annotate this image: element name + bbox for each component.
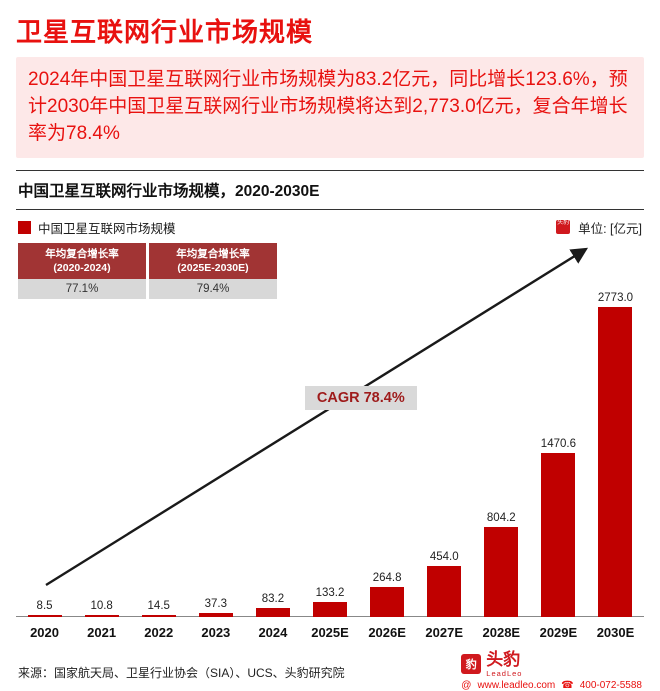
cagr-annotation: CAGR 78.4% (304, 386, 417, 411)
bar-value-label: 8.5 (36, 599, 53, 612)
x-tick-label: 2020 (30, 625, 59, 641)
cagr-value: 79.4% (149, 279, 277, 300)
legend-row: 中国卫星互联网市场规模 头豹 单位: [亿元] (18, 218, 642, 237)
cagr-table-2020-2024: 年均复合增长率 (2020-2024) 77.1% (18, 242, 146, 300)
bar-group: 1470.6 (530, 438, 587, 617)
bar-group: 804.2 (473, 512, 530, 617)
bar-value-label: 133.2 (315, 586, 345, 599)
x-tick-label: 2022 (144, 625, 174, 641)
bar-group: 14.5 (130, 600, 187, 617)
bar-group: 10.8 (73, 600, 130, 617)
bar-group: 83.2 (244, 593, 301, 617)
cagr-label: 年均复合增长率 (176, 247, 250, 260)
bar (84, 614, 119, 617)
bar-group: 133.2 (301, 587, 358, 617)
bar-group: 264.8 (359, 572, 416, 617)
x-tick-label: 2028E (482, 625, 521, 641)
cagr-tables: 年均复合增长率 (2020-2024) 77.1% 年均复合增长率 (2025E… (18, 242, 277, 300)
x-tick-label: 2025E (311, 625, 349, 641)
bar-group: 2773.0 (587, 292, 644, 617)
x-tick-label: 2029E (539, 625, 578, 641)
bar (598, 306, 633, 617)
bar-value-label: 10.8 (90, 599, 113, 612)
cagr-period: (2025E-2030E) (177, 262, 249, 275)
legend-label: 中国卫星互联网市场规模 (38, 221, 176, 236)
bar-value-label: 1470.6 (540, 437, 576, 450)
unit-block: 头豹 单位: [亿元] (556, 218, 642, 237)
cagr-table-2025-2030: 年均复合增长率 (2025E-2030E) 79.4% (149, 242, 277, 300)
bar-value-label: 804.2 (486, 511, 516, 524)
x-tick-label: 2021 (87, 625, 117, 641)
cagr-table-header: 年均复合增长率 (2020-2024) (18, 242, 146, 280)
bar-value-label: 454.0 (429, 550, 459, 563)
bar-group: 454.0 (416, 551, 473, 617)
bar (427, 565, 462, 617)
x-tick-label: 2023 (201, 625, 231, 641)
bar (313, 601, 348, 617)
bar-value-label: 14.5 (147, 599, 170, 612)
leadleo-logo-icon: 豹 (461, 654, 482, 675)
x-tick-label: 2030E (596, 625, 635, 641)
bar (198, 612, 233, 617)
summary-highlight: 2024年中国卫星互联网行业市场规模为83.2亿元，同比增长123.6%，预计2… (16, 57, 644, 158)
cagr-label: 年均复合增长率 (45, 247, 119, 260)
source-note: 来源：国家航天局、卫星行业协会（SIA）、UCS、头豹研究院 (18, 665, 345, 680)
chart-title: 中国卫星互联网行业市场规模，2020-2030E (16, 169, 644, 210)
brand-name: 头豹 (486, 649, 521, 669)
cagr-value: 77.1% (18, 279, 146, 300)
bar (484, 526, 519, 617)
footer: 来源：国家航天局、卫星行业协会（SIA）、UCS、头豹研究院 豹 头豹 Lead… (16, 651, 644, 691)
leadleo-seal-icon: 头豹 (556, 220, 571, 235)
bar (27, 614, 62, 617)
chart-plot-area: 年均复合增长率 (2020-2024) 77.1% 年均复合增长率 (2025E… (16, 241, 644, 645)
bar-value-label: 2773.0 (597, 291, 634, 304)
bar (541, 452, 576, 617)
x-axis-labels: 2020 2021 2022 2023 2024 2025E 2026E 2027E 2028E… (16, 621, 644, 645)
bar-value-label: 37.3 (204, 597, 228, 610)
cagr-period: (2020-2024) (53, 262, 111, 275)
bar-group: 8.5 (16, 600, 73, 617)
bar (370, 586, 405, 617)
page-title: 卫星互联网行业市场规模 (16, 17, 314, 47)
x-tick-label: 2027E (425, 625, 463, 641)
legend-swatch-icon (18, 220, 31, 234)
brand-block: 豹 头豹 LeadLeo @ www.leadleo.com ☎ 400-072… (461, 651, 642, 691)
bar (141, 614, 176, 617)
brand-subtitle: LeadLeo (486, 668, 523, 678)
bar-group: 37.3 (187, 598, 244, 617)
bar (255, 607, 290, 617)
bar-value-label: 83.2 (261, 592, 285, 605)
bar-value-label: 264.8 (372, 571, 402, 584)
legend-entry: 中国卫星互联网市场规模 (18, 218, 176, 237)
x-tick-label: 2024 (258, 625, 288, 641)
x-tick-label: 2026E (368, 625, 406, 641)
cagr-table-header: 年均复合增长率 (2025E-2030E) (149, 242, 277, 280)
brand-row: 豹 头豹 LeadLeo (461, 651, 522, 678)
unit-label: 单位: [亿元] (578, 221, 642, 236)
